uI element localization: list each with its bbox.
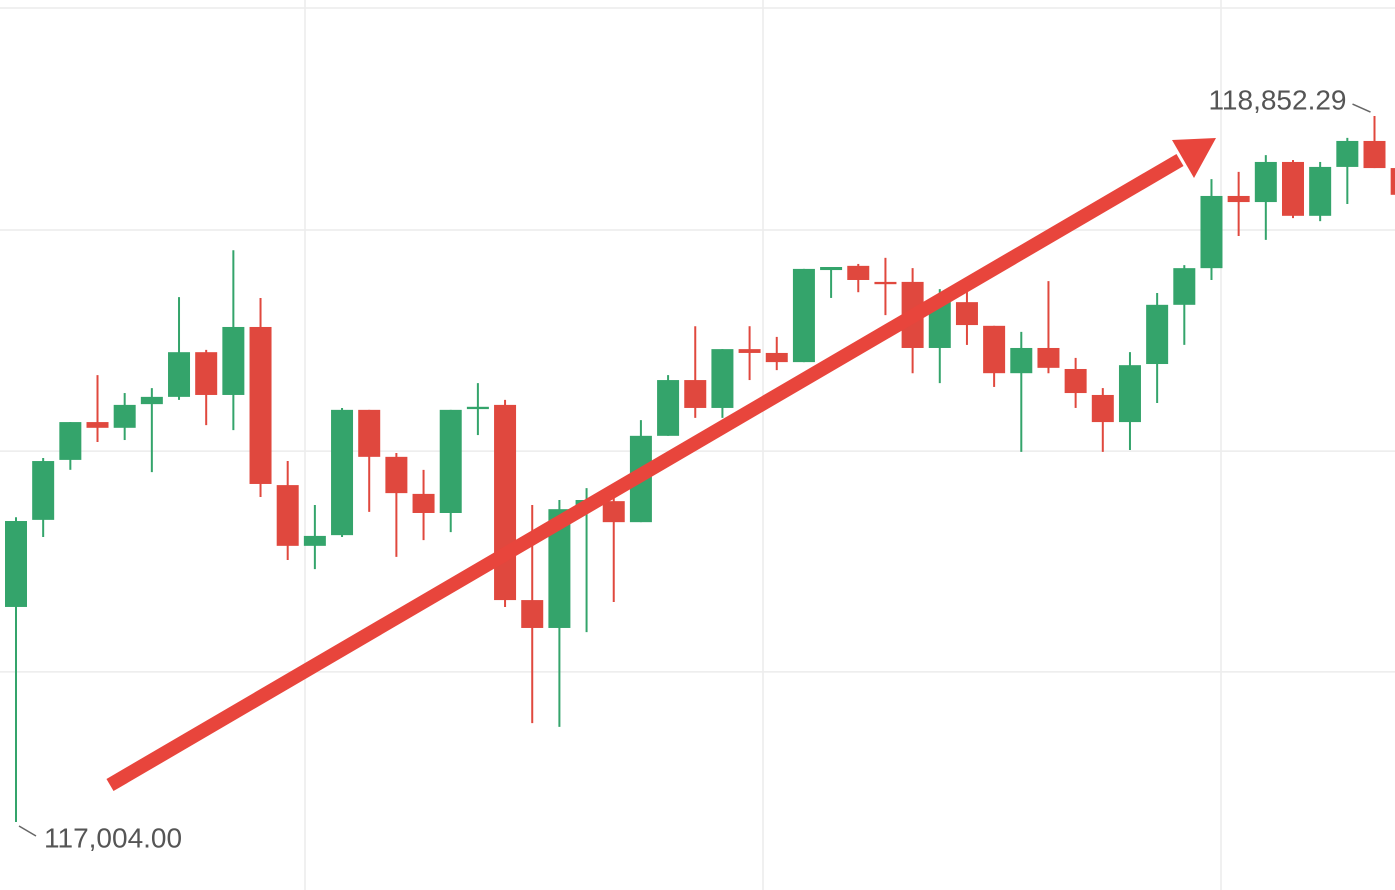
candle-body [140, 396, 163, 405]
candle-body [195, 352, 218, 395]
candle-body [1064, 368, 1087, 394]
candle-body [113, 404, 136, 428]
annotation-leader [18, 825, 37, 837]
candle-body [1336, 140, 1359, 167]
candle-body [548, 509, 571, 628]
candle-body [168, 352, 191, 397]
candle-body [385, 456, 408, 494]
arrow-shaft [106, 153, 1184, 792]
candle-body [32, 461, 55, 520]
candle-body [1146, 304, 1169, 365]
candle-body [86, 422, 109, 428]
candle-body [521, 600, 544, 628]
candle-body [358, 409, 381, 457]
candle-body [820, 267, 843, 271]
trend-arrow [106, 138, 1216, 792]
candle-body [1309, 166, 1332, 216]
candle-body [412, 493, 435, 513]
candle-body [1363, 140, 1386, 169]
max-annotation: 118,852.29 [1208, 84, 1346, 115]
candle-body [331, 409, 354, 536]
candle-body [5, 521, 27, 607]
candle-body [955, 302, 978, 326]
annotations: 118,852.29 117,004.00 [18, 84, 1371, 853]
candle-body [874, 281, 897, 285]
candle-body [303, 535, 326, 546]
min-annotation: 117,004.00 [44, 822, 182, 853]
candle-body [711, 349, 734, 408]
candle-body [1173, 268, 1196, 305]
candle-body [684, 380, 707, 408]
candle-body [983, 325, 1006, 374]
candle-body [1390, 168, 1395, 195]
candle-body [1254, 161, 1277, 203]
candle-body [847, 265, 870, 280]
candle-body [928, 299, 951, 348]
candle-body [222, 326, 245, 395]
candle-body [1091, 394, 1114, 423]
candle-body [494, 404, 517, 601]
candle-body [1037, 347, 1060, 368]
candle-body [276, 485, 299, 546]
candle-body [249, 326, 272, 484]
candle-body [1200, 195, 1223, 269]
candles [5, 116, 1395, 823]
candle-body [1010, 347, 1033, 374]
candle-body [1281, 161, 1304, 216]
candle-body [602, 501, 625, 523]
candle-body [738, 349, 761, 353]
candle-body [1118, 365, 1141, 423]
candle-body [765, 352, 788, 363]
annotation-leader [1352, 103, 1371, 113]
candle-body [657, 380, 680, 436]
arrow-head [1172, 138, 1216, 178]
candle-body [59, 422, 82, 460]
candle-body [1227, 195, 1250, 203]
candle-body [466, 406, 489, 410]
candle-body [792, 268, 815, 363]
candle-body [439, 409, 462, 513]
